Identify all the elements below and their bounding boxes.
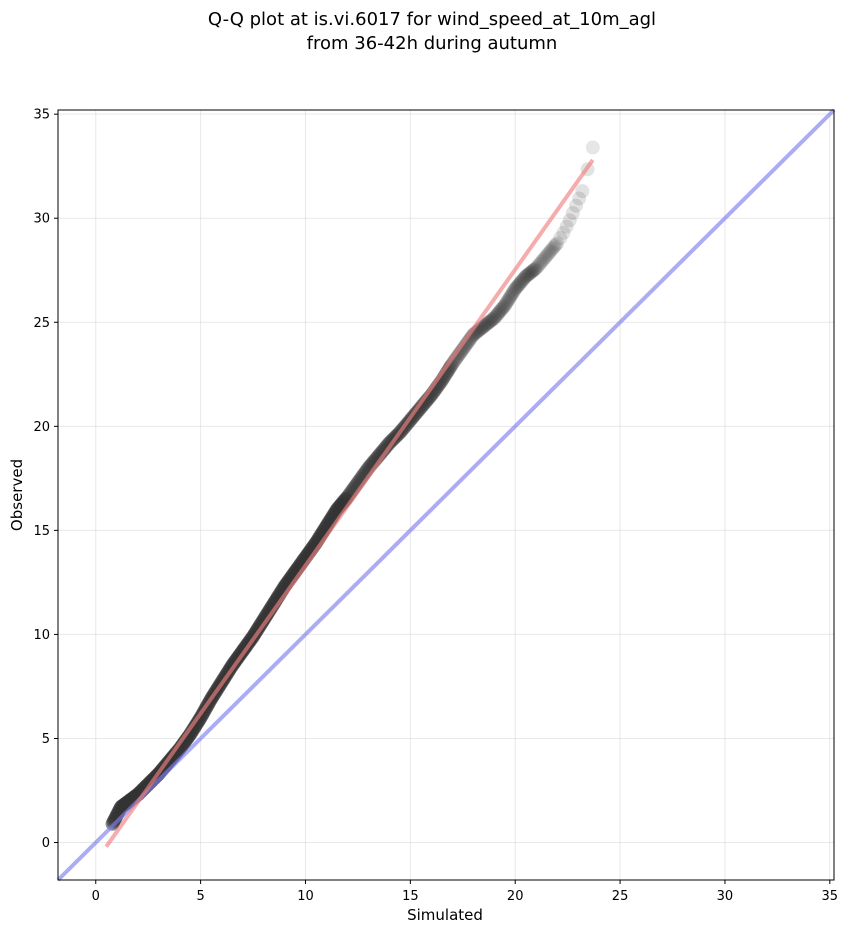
y-tick-label: 35 [33,108,50,123]
x-tick-label: 5 [196,889,204,904]
quantile-point [484,313,499,328]
quantile-point [489,307,504,322]
quantile-point [529,261,544,276]
axis-ticks: 0 5 10 15 20 25 30 35 0 5 10 15 20 25 30 35 [33,108,838,904]
quantile-point [488,309,503,324]
quantile-point [521,267,536,282]
quantile-point [534,254,549,269]
y-axis-label: Observed [8,459,26,531]
quantile-point [504,288,519,303]
quantile-point [556,225,571,240]
quantile-point [487,311,502,326]
y-tick-label: 20 [33,420,50,435]
quantile-point [493,303,508,318]
quantile-point [527,262,542,277]
quantile-point [492,304,507,319]
quantile-point [516,272,531,287]
reference-lines [56,108,836,882]
chart-title-line-1: Q-Q plot at is.vi.6017 for wind_speed_at… [208,9,656,30]
grid-lines [58,110,834,880]
quantile-point [491,306,506,321]
quantile-point [500,294,515,309]
x-tick-label: 10 [297,889,314,904]
quantile-point [476,319,491,334]
y-tick-label: 25 [33,316,50,331]
quantile-point [497,298,512,313]
quantile-point [553,230,568,245]
fit-line [104,158,595,848]
chart-title-line-2: from 36-42h during autumn [307,33,558,54]
quantile-point [585,140,600,155]
quantile-point [501,292,516,307]
quantile-point [413,400,428,415]
quantile-point [540,247,555,262]
quantile-point [544,242,559,257]
x-tick-label: 20 [507,889,524,904]
quantile-point [510,278,525,293]
quantile-point [572,191,587,206]
quantile-point [478,318,493,333]
y-tick-label: 30 [33,212,50,227]
quantile-point [485,312,500,327]
quantile-point [559,219,574,234]
quantile-point [378,440,393,455]
quantile-point [543,243,558,258]
quantile-point [539,248,554,263]
quantile-point [550,236,565,251]
quantile-point [533,256,548,271]
quantile-point [569,198,584,213]
quantile-point [508,281,523,296]
quantile-point [495,301,510,316]
quantile-point [522,266,537,281]
quantile-point [514,274,529,289]
identity-line [56,108,836,882]
x-tick-label: 35 [822,889,839,904]
quantile-point [517,271,532,286]
quantile-point [502,290,517,305]
quantile-point [548,237,563,252]
quantile-point [575,184,590,199]
y-tick-label: 15 [33,524,50,539]
quantile-point [523,265,538,280]
quantile-point [562,213,577,228]
plot-frame [57,109,835,881]
quantile-point [499,296,514,311]
quantile-point [506,284,521,299]
x-tick-label: 30 [717,889,734,904]
x-tick-label: 0 [92,889,100,904]
quantile-point [480,316,495,331]
quantile-point [538,250,553,265]
quantile-point [496,300,511,315]
quantile-point [520,268,535,283]
quantile-point [547,239,562,254]
quantile-point [481,315,496,330]
quantile-point [518,269,533,284]
y-tick-label: 5 [42,732,50,747]
quantile-point [513,275,528,290]
quantile-point [479,317,494,332]
y-tick-label: 0 [42,836,50,851]
plot-area [56,108,836,882]
x-tick-label: 25 [612,889,629,904]
quantile-point [565,206,580,221]
quantile-point [512,277,527,292]
y-tick-label: 10 [33,628,50,643]
quantile-point [526,263,541,278]
quantile-point [542,245,557,260]
quantile-point [531,258,546,273]
quantile-point [546,240,561,255]
x-axis-label: Simulated [407,906,483,924]
quantile-point [535,253,550,268]
quantile-point [483,314,498,329]
x-tick-label: 15 [402,889,419,904]
quantile-point [509,280,524,295]
quantile-point [530,259,545,274]
quantile-point [525,264,540,279]
quantile-point [505,286,520,301]
quantile-point [537,251,552,266]
